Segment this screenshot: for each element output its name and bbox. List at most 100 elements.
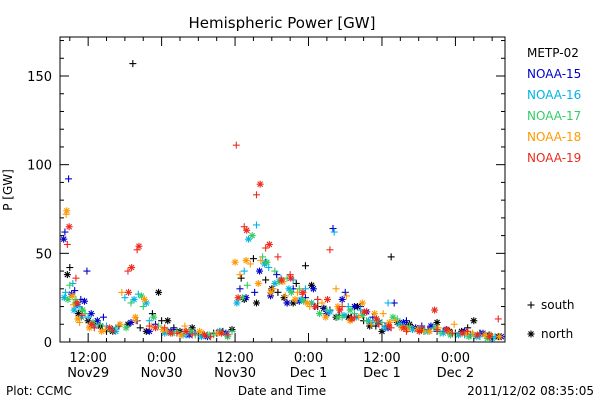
legend-entry-noaa-19: NOAA-19 [527, 151, 581, 165]
north-point-noaa-16 [326, 308, 334, 316]
south-point-noaa-16 [240, 267, 248, 275]
x-tick-label-time: 12:00 [216, 351, 253, 366]
north-point-noaa-19 [287, 274, 295, 282]
north-point-noaa-16 [395, 320, 403, 328]
south-point-noaa-19 [252, 191, 260, 199]
north-point-noaa-18 [371, 310, 379, 318]
x-tick-label-time: 0:00 [147, 351, 176, 366]
south-point-noaa-15 [61, 228, 69, 236]
south-point-noaa-17 [378, 318, 386, 326]
north-point-noaa-18 [254, 279, 262, 287]
x-tick-label-time: 12:00 [69, 351, 106, 366]
north-point-noaa-18 [291, 295, 299, 303]
legend-north-label: north [541, 327, 573, 341]
x-axis-label: Date and Time [238, 384, 326, 398]
south-point-noaa-19 [433, 326, 441, 334]
south-point-noaa-17 [228, 327, 236, 335]
x-tick-label-date: Nov29 [67, 366, 109, 381]
north-point-noaa-15 [60, 235, 68, 243]
north-point-noaa-18 [177, 331, 185, 339]
south-point-noaa-19 [207, 333, 215, 341]
north-point-noaa-18 [242, 256, 250, 264]
south-point-noaa-17 [112, 324, 120, 332]
south-point-noaa-15 [251, 288, 259, 296]
south-point-noaa-16 [84, 313, 92, 321]
south-point-noaa-18 [281, 292, 289, 300]
north-point-noaa-19 [65, 223, 73, 231]
south-point-noaa-19 [375, 320, 383, 328]
y-tick-label: 0 [44, 336, 52, 351]
south-point-noaa-19 [262, 244, 270, 252]
x-tick-label-date: Nov30 [214, 366, 256, 381]
north-point-noaa-19 [265, 240, 273, 248]
south-point-noaa-19 [161, 324, 169, 332]
north-point-noaa-18 [131, 313, 139, 321]
south-point-metp-02 [274, 288, 282, 296]
y-tick-label: 100 [27, 159, 52, 174]
north-point-noaa-15 [87, 310, 95, 318]
north-point-noaa-17 [287, 288, 295, 296]
south-point-noaa-19 [224, 331, 232, 339]
south-point-noaa-15 [329, 225, 337, 233]
south-point-metp-02 [249, 255, 257, 263]
south-point-metp-02 [66, 264, 74, 272]
south-point-noaa-19 [494, 315, 502, 323]
north-point-metp-02 [155, 288, 163, 296]
plot-frame [59, 36, 506, 343]
north-point-noaa-16 [130, 295, 138, 303]
north-point-noaa-19 [167, 329, 175, 337]
south-point-noaa-16 [103, 322, 111, 330]
south-point-noaa-18 [269, 285, 277, 293]
y-axis-label: P [GW] [1, 169, 15, 211]
north-point-metp-02 [63, 271, 71, 279]
south-point-noaa-19 [314, 295, 322, 303]
south-point-noaa-18 [181, 322, 189, 330]
legend-entry-noaa-18: NOAA-18 [527, 130, 581, 144]
north-point-noaa-17 [346, 306, 354, 314]
south-point-metp-02 [158, 317, 166, 325]
south-point-metp-02 [301, 262, 309, 270]
north-point-noaa-19 [128, 264, 136, 272]
north-point-noaa-18 [98, 327, 106, 335]
south-point-noaa-17 [155, 322, 163, 330]
north-point-noaa-19 [151, 324, 159, 332]
south-point-noaa-19 [326, 246, 334, 254]
north-point-noaa-19 [486, 333, 494, 341]
north-point-noaa-15 [127, 318, 135, 326]
north-point-noaa-18 [196, 327, 204, 335]
south-point-noaa-18 [342, 292, 350, 300]
south-point-noaa-19 [188, 331, 196, 339]
north-point-noaa-18 [116, 320, 124, 328]
south-point-noaa-19 [338, 303, 346, 311]
south-point-noaa-16 [121, 294, 129, 302]
north-point-noaa-16 [233, 299, 241, 307]
north-point-noaa-19 [234, 294, 242, 302]
legend-entry-metp-02: METP-02 [527, 46, 579, 60]
north-point-noaa-16 [70, 306, 78, 314]
north-point-noaa-17 [316, 310, 324, 318]
south-point-noaa-17 [363, 317, 371, 325]
north-point-noaa-16 [285, 285, 293, 293]
north-point-noaa-19 [311, 303, 319, 311]
south-point-noaa-19 [232, 141, 240, 149]
north-point-noaa-15 [283, 299, 291, 307]
north-point-noaa-17 [248, 232, 256, 240]
north-point-noaa-18 [68, 292, 76, 300]
south-point-metp-02 [237, 274, 245, 282]
south-point-noaa-19 [78, 311, 86, 319]
south-point-noaa-19 [418, 324, 426, 332]
south-point-noaa-15 [99, 313, 107, 321]
north-point-noaa-17 [389, 313, 397, 321]
north-point-noaa-19 [278, 276, 286, 284]
x-tick-label-time: 0:00 [294, 351, 323, 366]
south-point-noaa-17 [271, 267, 279, 275]
north-point-noaa-17 [187, 327, 195, 335]
south-point-noaa-17 [66, 281, 74, 289]
north-point-noaa-17 [263, 258, 271, 266]
south-point-noaa-16 [265, 264, 273, 272]
x-tick-label-date: Dec 1 [363, 366, 401, 381]
south-point-noaa-18 [257, 256, 265, 264]
south-point-noaa-19 [109, 327, 117, 335]
north-point-noaa-19 [323, 295, 331, 303]
